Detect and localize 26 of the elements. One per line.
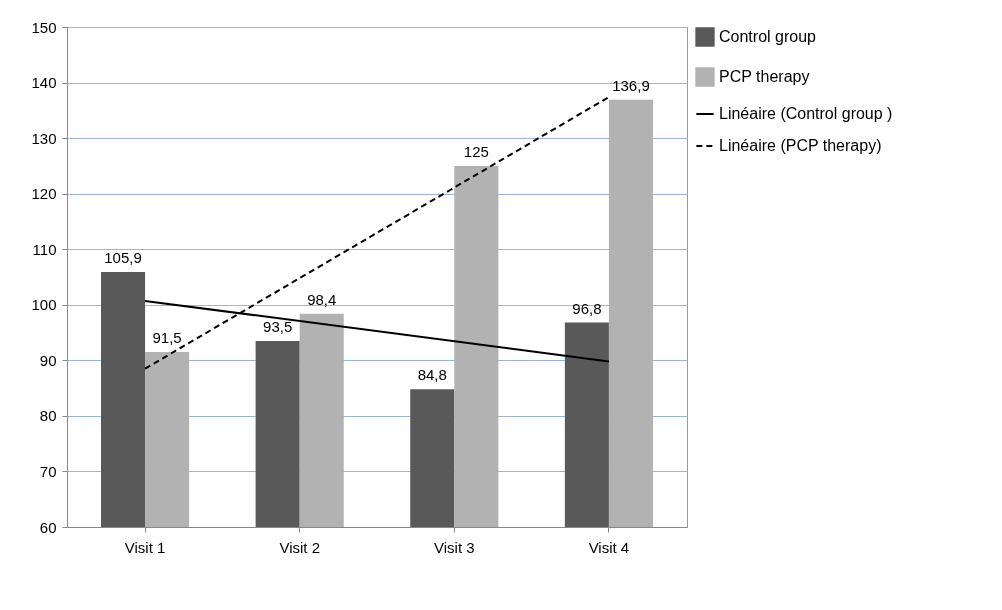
- y-tick-label: 100: [31, 296, 57, 314]
- x-tick-label: Visit 2: [279, 538, 320, 556]
- y-tick-label: 90: [39, 351, 57, 369]
- y-tick-label: 120: [31, 185, 57, 203]
- legend-label: Linéaire (Control group ): [719, 105, 893, 122]
- data-label: 98,4: [307, 290, 337, 308]
- x-tick-label: Visit 3: [434, 538, 475, 556]
- data-label: 91,5: [152, 329, 182, 346]
- x-tick-label: Visit 4: [588, 538, 630, 556]
- data-label: 96,8: [572, 299, 602, 317]
- y-tick-label: 70: [39, 462, 57, 480]
- data-label: 93,5: [263, 317, 293, 335]
- legend-label: Linéaire (PCP therapy): [719, 137, 882, 154]
- y-tick-label: 110: [32, 240, 57, 258]
- legend-label: PCP therapy: [719, 68, 810, 85]
- data-label: 84,8: [417, 366, 447, 384]
- y-tick-label: 140: [31, 74, 57, 92]
- data-label: 125: [463, 142, 489, 160]
- y-tick-label: 80: [39, 407, 57, 425]
- y-tick-label: 150: [31, 18, 57, 36]
- y-tick-label: 60: [39, 518, 57, 536]
- x-tick-label: Visit 1: [124, 538, 166, 556]
- y-tick-label: 130: [31, 129, 57, 147]
- data-label: 105,9: [104, 249, 142, 266]
- legend-label: Control group: [719, 28, 817, 45]
- data-label: 136,9: [612, 76, 650, 94]
